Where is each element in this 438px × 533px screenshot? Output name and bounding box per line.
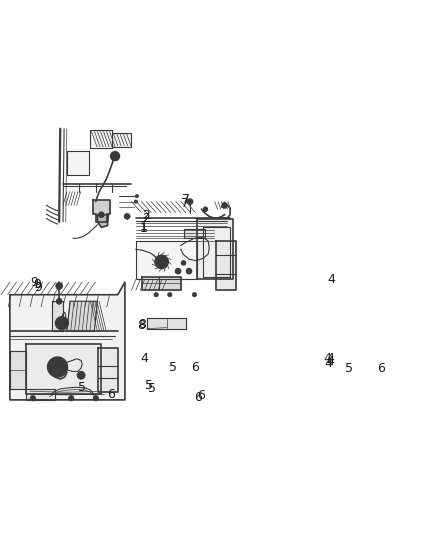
Polygon shape: [93, 200, 110, 222]
Text: 5: 5: [145, 379, 153, 392]
Circle shape: [186, 269, 191, 274]
Circle shape: [48, 357, 67, 377]
Polygon shape: [67, 301, 97, 332]
Circle shape: [68, 395, 74, 401]
Polygon shape: [183, 229, 205, 238]
Circle shape: [175, 269, 180, 274]
Circle shape: [77, 372, 85, 379]
Text: 5: 5: [344, 361, 352, 375]
Text: 8: 8: [138, 318, 146, 330]
Circle shape: [55, 317, 68, 330]
Circle shape: [110, 152, 119, 160]
Text: 5: 5: [168, 361, 177, 374]
Circle shape: [135, 195, 138, 198]
Polygon shape: [216, 241, 235, 290]
Polygon shape: [67, 151, 88, 175]
Text: 6: 6: [197, 389, 205, 402]
Text: 4: 4: [322, 352, 330, 365]
Polygon shape: [112, 133, 131, 147]
Polygon shape: [10, 351, 26, 389]
Polygon shape: [90, 131, 112, 148]
Circle shape: [93, 395, 99, 401]
Text: 4: 4: [324, 357, 332, 370]
Circle shape: [30, 395, 35, 401]
Text: 1: 1: [139, 222, 147, 236]
Circle shape: [181, 261, 185, 265]
Text: 4: 4: [327, 273, 335, 286]
Circle shape: [134, 200, 137, 203]
Text: 7: 7: [180, 197, 188, 211]
Circle shape: [203, 207, 207, 212]
Polygon shape: [52, 301, 63, 332]
Circle shape: [187, 199, 192, 204]
Text: 5: 5: [148, 383, 155, 395]
Circle shape: [57, 298, 62, 304]
Polygon shape: [10, 282, 125, 400]
Polygon shape: [26, 344, 101, 394]
Text: 6: 6: [194, 391, 202, 403]
Text: 7: 7: [181, 192, 190, 206]
Circle shape: [167, 293, 172, 297]
Text: 6: 6: [190, 361, 198, 374]
Text: 9: 9: [31, 277, 39, 289]
Circle shape: [155, 255, 168, 269]
Polygon shape: [146, 318, 186, 329]
Text: 5: 5: [78, 381, 86, 393]
Polygon shape: [26, 389, 55, 400]
Circle shape: [221, 203, 227, 208]
Polygon shape: [97, 348, 117, 392]
Text: 1: 1: [139, 220, 147, 233]
Text: 4: 4: [141, 352, 148, 365]
Text: 9: 9: [34, 281, 42, 294]
Text: 4: 4: [325, 352, 333, 365]
Polygon shape: [97, 215, 108, 228]
Text: 8: 8: [137, 319, 145, 333]
Circle shape: [99, 212, 104, 217]
Text: 2: 2: [142, 212, 150, 224]
Polygon shape: [142, 277, 180, 290]
Circle shape: [56, 282, 62, 289]
Text: 6: 6: [106, 388, 114, 401]
Text: 9: 9: [33, 278, 41, 290]
Circle shape: [124, 214, 130, 219]
Circle shape: [192, 293, 196, 297]
Text: 4: 4: [325, 355, 333, 368]
Polygon shape: [135, 241, 197, 279]
Text: 6: 6: [376, 361, 384, 375]
Text: 2: 2: [142, 209, 150, 222]
Polygon shape: [197, 219, 232, 279]
Circle shape: [154, 293, 158, 297]
